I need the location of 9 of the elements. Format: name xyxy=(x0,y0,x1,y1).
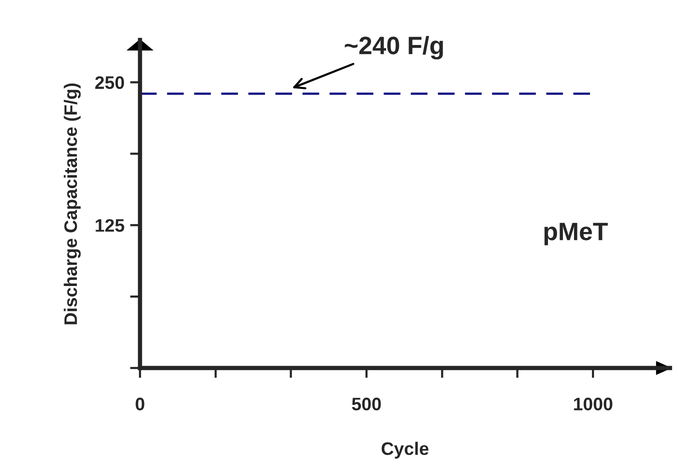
y-axis-title: Discharge Capacitance (F/g) xyxy=(64,83,81,324)
y-tick-label: 125 xyxy=(96,219,124,232)
x-tick-label: 500 xyxy=(352,398,381,410)
annotation: ~240 F/g xyxy=(344,36,443,60)
x-axis-title: Cycle xyxy=(382,442,428,459)
y-tick-label: 250 xyxy=(95,76,124,90)
x-tick-label: 0 xyxy=(136,398,144,410)
x-tick-label: 1000 xyxy=(574,398,612,410)
annotation: pMeT xyxy=(544,222,608,246)
